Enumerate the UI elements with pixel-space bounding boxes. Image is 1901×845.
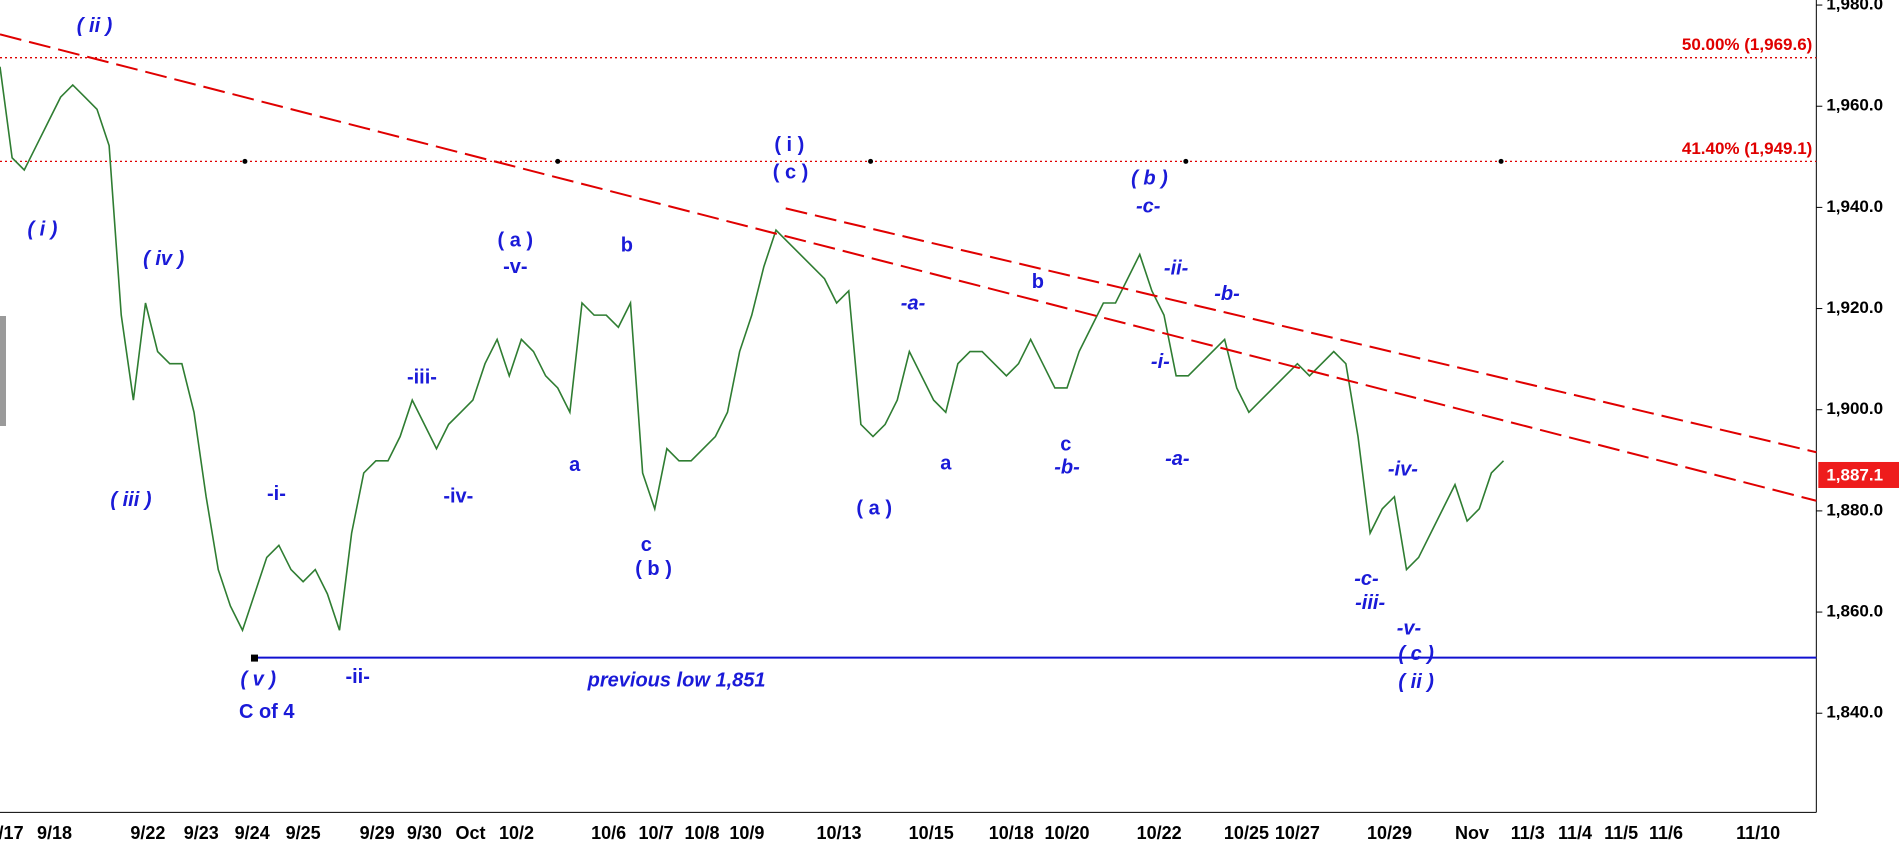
wave-label: -c- [1354, 568, 1379, 590]
x-tick-label: Nov [1455, 823, 1489, 843]
wave-label: ( a ) [498, 230, 534, 252]
x-tick-label: 10/20 [1044, 823, 1089, 843]
scroll-handle [0, 316, 6, 426]
wave-label: -iii- [1355, 592, 1385, 614]
wave-label: ( i ) [774, 134, 804, 156]
last-price-box [1818, 461, 1899, 488]
wave-label: ( b ) [1131, 168, 1168, 190]
x-tick-label: 11/6 [1649, 823, 1683, 843]
x-tick-label: 10/7 [638, 823, 673, 843]
low-marker [250, 654, 258, 662]
fib-label: 41.40% (1,949.1) [1682, 139, 1812, 158]
wave-label: ( ii ) [77, 15, 113, 37]
wave-label: ( a ) [856, 498, 892, 520]
wave-label: -iii- [407, 367, 437, 389]
x-tick-label: 10/18 [989, 823, 1034, 843]
x-tick-label: 10/9 [729, 823, 764, 843]
x-tick-label: 11/10 [1736, 823, 1780, 843]
wave-label: previous low 1,851 [587, 670, 766, 692]
y-tick-label: 1,940.0 [1826, 197, 1883, 216]
y-tick-label: 1,920.0 [1826, 298, 1883, 317]
wave-label: b [1032, 271, 1044, 293]
wave-label: -a- [901, 293, 926, 315]
wave-label: C of 4 [239, 701, 295, 723]
x-tick-label: 9/18 [37, 823, 72, 843]
wave-label: -iv- [443, 485, 473, 507]
y-tick-label: 1,880.0 [1826, 500, 1883, 519]
x-tick-label: 9/30 [407, 823, 442, 843]
x-tick-label: 10/27 [1275, 823, 1320, 843]
wave-label: -iv- [1388, 459, 1418, 481]
y-tick-label: 1,860.0 [1826, 602, 1883, 621]
wave-label: ( ii ) [1398, 671, 1434, 693]
x-tick-label: 10/25 [1224, 823, 1269, 843]
fib-dot [1498, 158, 1504, 164]
wave-label: -c- [1136, 196, 1161, 218]
wave-label: ( b ) [635, 558, 672, 580]
y-tick-label: 1,840.0 [1826, 703, 1883, 722]
x-tick-label: 9/29 [360, 823, 395, 843]
x-tick-label: 10/2 [499, 823, 534, 843]
wave-label: -ii- [345, 666, 369, 688]
fib-dot [242, 158, 248, 164]
wave-label: -a- [1165, 448, 1190, 470]
x-tick-label: 11/5 [1604, 823, 1638, 843]
wave-label: -b- [1214, 283, 1240, 305]
x-tick-label: 9/24 [235, 823, 270, 843]
wave-label: c [641, 534, 652, 556]
wave-label: ( iv ) [143, 248, 184, 270]
wave-label: a [569, 454, 581, 476]
fib-dot [1183, 158, 1189, 164]
x-tick-label: 10/22 [1137, 823, 1182, 843]
y-tick-label: 1,900.0 [1826, 399, 1883, 418]
price-line [0, 66, 1505, 633]
wave-label: ( iii ) [110, 489, 151, 511]
wave-label: c [1060, 433, 1071, 455]
y-tick-label: 1,980.0 [1826, 0, 1883, 14]
wave-label: -i- [1151, 351, 1170, 373]
x-tick-label: 10/8 [685, 823, 720, 843]
x-tick-label: 10/15 [909, 823, 954, 843]
wave-label: -b- [1054, 456, 1080, 478]
wave-label: -i- [267, 483, 286, 505]
x-tick-label: 9/23 [184, 823, 219, 843]
trendline [0, 33, 1817, 502]
x-tick-label: 11/4 [1558, 823, 1592, 843]
x-tick-label: 11/3 [1511, 823, 1545, 843]
trendline [785, 207, 1817, 454]
x-tick-label: Oct [455, 823, 485, 843]
wave-label: ( v ) [240, 668, 276, 690]
wave-label: a [940, 453, 952, 475]
wave-label: -ii- [1164, 257, 1189, 279]
x-tick-label: 9/17 [0, 823, 24, 843]
x-tick-label: 9/25 [286, 823, 321, 843]
x-tick-label: 10/13 [817, 823, 862, 843]
x-tick-label: 9/22 [130, 823, 165, 843]
wave-label: b [621, 234, 633, 256]
fib-dot [868, 158, 874, 164]
wave-label: ( c ) [1398, 643, 1434, 665]
fib-label: 50.00% (1,969.6) [1682, 35, 1812, 54]
wave-label: -v- [1397, 618, 1422, 640]
wave-label: -v- [503, 256, 527, 278]
x-tick-label: 10/6 [591, 823, 626, 843]
wave-label: ( i ) [27, 219, 57, 241]
x-tick-label: 10/29 [1367, 823, 1412, 843]
last-price-label: 1,887.1 [1826, 465, 1883, 484]
wave-label: ( c ) [773, 162, 809, 184]
y-tick-label: 1,960.0 [1826, 96, 1883, 115]
fib-dot [555, 158, 561, 164]
